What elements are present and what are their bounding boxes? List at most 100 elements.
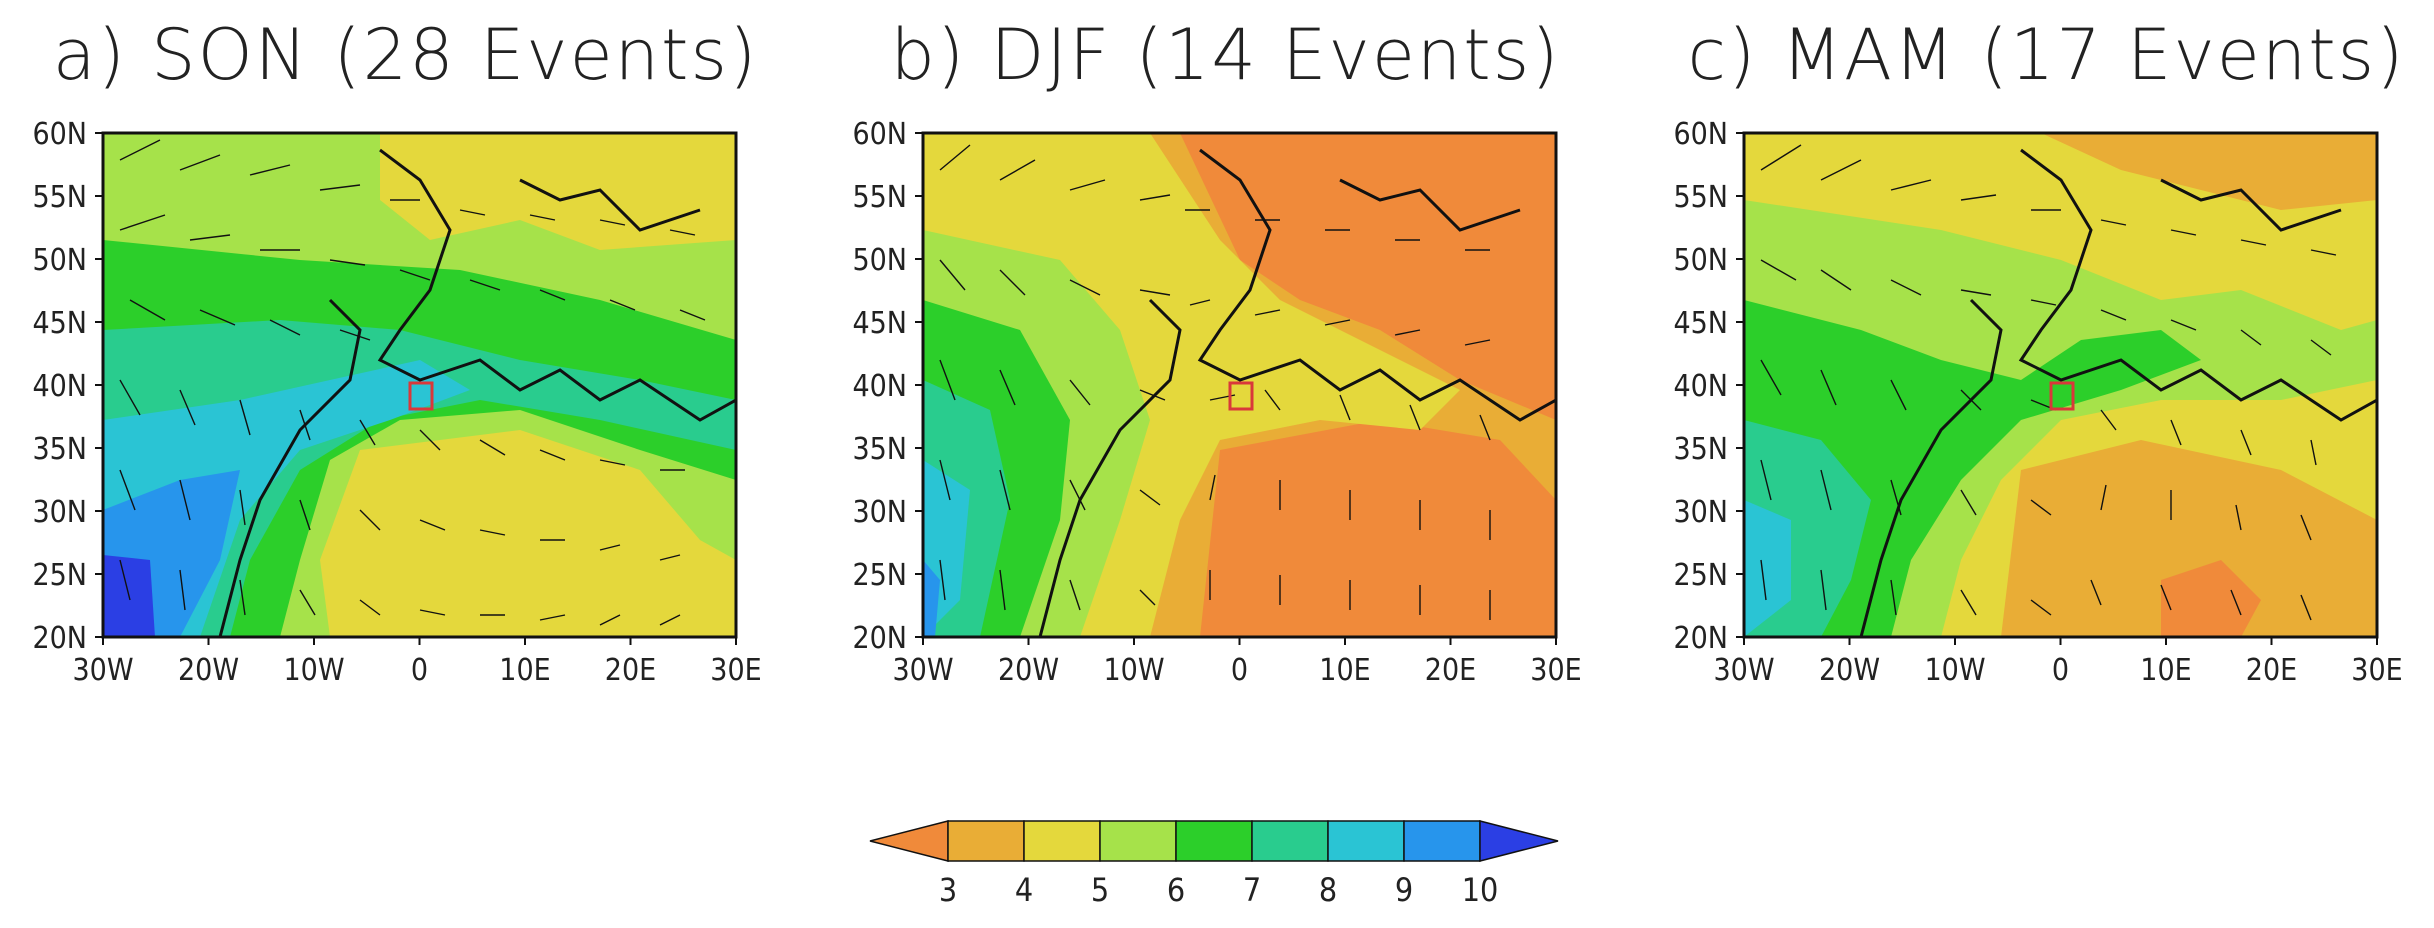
colorbar-swatch (1403, 820, 1481, 862)
lon-tick-label: 10W (1103, 653, 1164, 688)
lat-tick-label: 35N (852, 432, 907, 467)
field-cyan (1744, 500, 1791, 637)
lon-tick-label: 10E (2140, 653, 2191, 688)
colorbar-high-arrow (1479, 820, 1559, 862)
colorbar-label: 9 (1395, 871, 1413, 909)
lat-tick-label: 45N (852, 306, 907, 341)
study-region-box (408, 381, 434, 411)
colorbar-label: 7 (1243, 871, 1261, 909)
panel-djf: b) DJF (14 Events) 60N 55N 50N (820, 0, 1631, 700)
lon-tick-label: 0 (2052, 653, 2069, 688)
ivt-field (1744, 133, 2377, 637)
lat-tick-label: 25N (32, 558, 87, 593)
field-orange (2041, 133, 2377, 210)
colorbar-label: 8 (1319, 871, 1337, 909)
lon-tick-label: 30W (1713, 653, 1774, 688)
field-yellow-south (320, 430, 736, 637)
lon-tick-label: 20W (178, 653, 239, 688)
colorbar-label: 3 (939, 871, 957, 909)
lat-ticks (95, 132, 103, 638)
lat-tick-label: 25N (1673, 558, 1728, 593)
field-green (1744, 300, 2201, 637)
lon-tick-label: 10E (1319, 653, 1370, 688)
lon-tick-label: 20W (998, 653, 1059, 688)
lat-ticks (915, 132, 923, 638)
lon-tick-label: 30W (72, 653, 133, 688)
lat-tick-label: 25N (852, 558, 907, 593)
field-orange (1180, 133, 1556, 420)
lat-tick-label: 55N (32, 180, 87, 215)
ivt-field (103, 133, 736, 637)
lat-tick-label: 60N (1673, 117, 1728, 152)
lon-tick-label: 20W (1819, 653, 1880, 688)
colorbar-label: 4 (1015, 871, 1033, 909)
colorbar-label: 10 (1462, 871, 1499, 909)
colorbar-swatch (1327, 820, 1405, 862)
lat-tick-label: 40N (1673, 369, 1728, 404)
lon-tick-labels: 30W 20W 10W 0 10E 20E 30E (72, 653, 761, 688)
coastline (218, 148, 736, 637)
lat-tick-label: 35N (32, 432, 87, 467)
panel-son: a) SON (28 Events) 60N 55N 50N 45N (0, 0, 811, 700)
map-plot-son: 60N 55N 50N 45N 40N 35N 30N 25N 20N 30W … (32, 117, 761, 688)
lon-tick-label: 0 (411, 653, 428, 688)
lon-ticks (102, 637, 737, 645)
lon-tick-label: 10W (283, 653, 344, 688)
lat-tick-label: 55N (852, 180, 907, 215)
lat-tick-label: 50N (32, 243, 87, 278)
study-region-box (1228, 381, 1254, 411)
map-plot-mam: 60N 55N 50N 45N 40N 35N 30N 25N 20N 30W … (1673, 117, 2402, 688)
colorbar-label: 6 (1167, 871, 1185, 909)
colorbar-low-arrow (869, 820, 949, 862)
colorbar-swatch (1175, 820, 1253, 862)
panel-title: a) SON (28 Events) (52, 14, 759, 96)
lon-tick-labels: 30W 20W 10W 0 10E 20E 30E (1713, 653, 2402, 688)
lat-tick-label: 30N (1673, 495, 1728, 530)
lon-tick-label: 10W (1924, 653, 1985, 688)
field-yellow (380, 133, 736, 250)
panel-title: b) DJF (14 Events) (890, 14, 1561, 96)
lon-tick-label: 30E (1530, 653, 1581, 688)
lat-tick-label: 40N (32, 369, 87, 404)
lon-tick-label: 0 (1231, 653, 1248, 688)
study-region-box (2049, 381, 2075, 411)
colorbar-swatch (1099, 820, 1177, 862)
ivt-field (923, 133, 1556, 637)
lat-tick-labels: 60N 55N 50N 45N 40N 35N 30N 25N 20N (1673, 117, 1728, 656)
colorbar-label: 5 (1091, 871, 1109, 909)
lat-tick-labels: 60N 55N 50N 45N 40N 35N 30N 25N 20N (852, 117, 907, 656)
colorbar-swatch (1251, 820, 1329, 862)
lat-ticks (1736, 132, 1744, 638)
colorbar-swatch (1023, 820, 1101, 862)
coastline (1038, 148, 1556, 637)
lon-tick-label: 20E (605, 653, 656, 688)
lon-ticks (922, 637, 1557, 645)
lat-tick-label: 30N (32, 495, 87, 530)
lon-tick-labels: 30W 20W 10W 0 10E 20E 30E (892, 653, 1581, 688)
lat-tick-label: 45N (1673, 306, 1728, 341)
lat-tick-label: 30N (852, 495, 907, 530)
wind-vectors (119, 139, 706, 626)
lat-tick-label: 20N (1673, 621, 1728, 656)
field-red-orange (2161, 560, 2261, 637)
lat-tick-label: 50N (1673, 243, 1728, 278)
lat-tick-label: 50N (852, 243, 907, 278)
field-orange-south (1200, 420, 1556, 637)
lat-tick-label: 45N (32, 306, 87, 341)
lon-ticks (1743, 637, 2378, 645)
colorbar: 3 4 5 6 7 8 9 10 (869, 820, 1559, 909)
lat-tick-label: 60N (32, 117, 87, 152)
panel-mam: c) MAM (17 Events) 60N 55N 50N 45N (1641, 0, 2434, 700)
lat-tick-labels: 60N 55N 50N 45N 40N 35N 30N 25N 20N (32, 117, 87, 656)
lon-tick-label: 30E (710, 653, 761, 688)
lon-tick-label: 10E (499, 653, 550, 688)
lon-tick-label: 30E (2351, 653, 2402, 688)
coastline (1859, 148, 2377, 637)
lon-tick-label: 30W (892, 653, 953, 688)
field-blue (923, 560, 940, 637)
lat-tick-label: 40N (852, 369, 907, 404)
panel-title: c) MAM (17 Events) (1687, 14, 2406, 96)
colorbar-swatch (947, 820, 1025, 862)
wind-vectors (939, 144, 1491, 620)
wind-vectors (1760, 144, 2337, 621)
